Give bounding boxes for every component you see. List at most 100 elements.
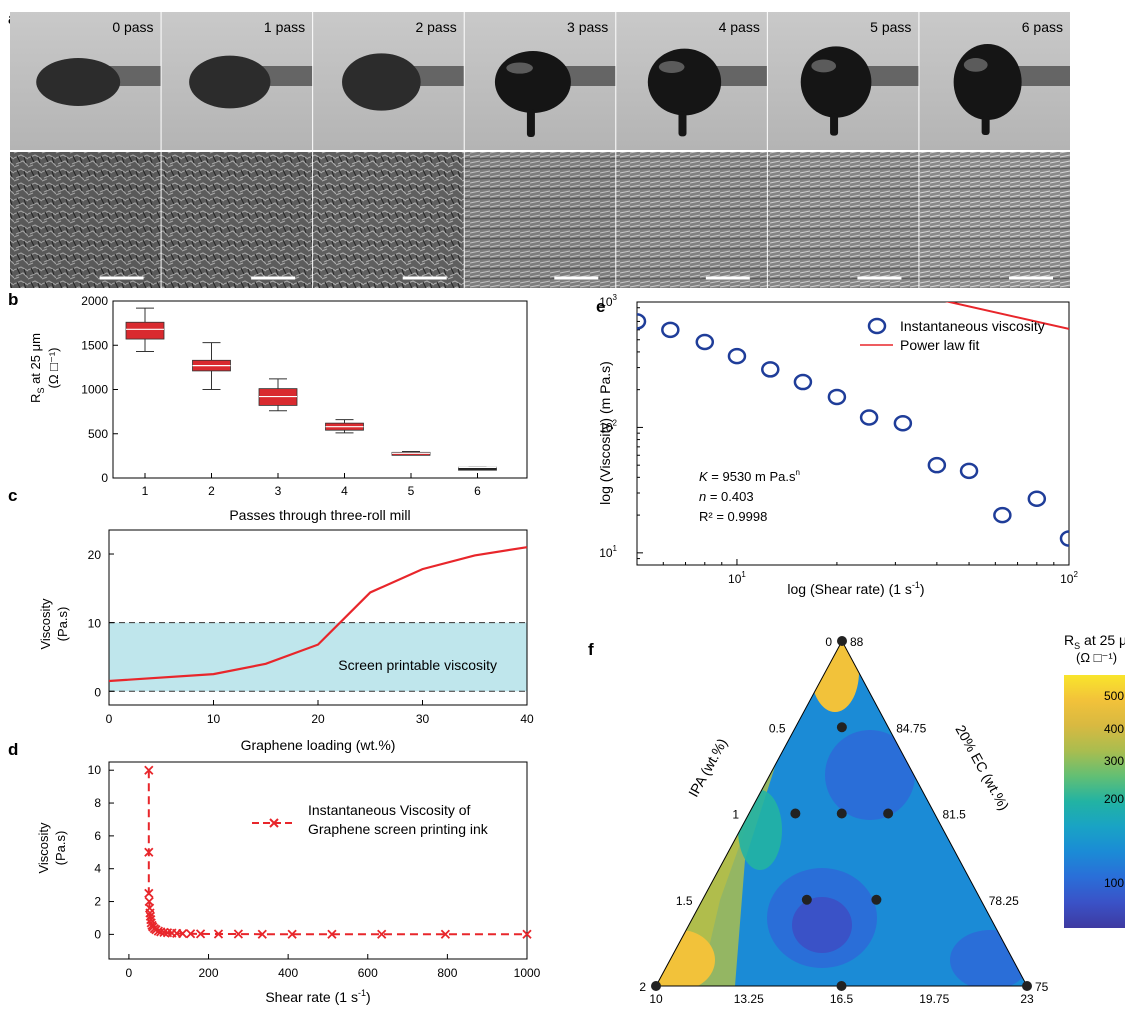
ink-drip [678,111,687,137]
y-axis-label: Viscosity [38,598,53,650]
bottom-tick-label: 23 [1020,992,1034,1006]
y-tick-exp: 3 [613,293,618,302]
x-tick-label: 800 [437,966,457,980]
right-tick-label: 88 [850,635,864,649]
legend-label-1: Instantaneous viscosity [900,318,1045,334]
contour-low-1 [825,730,915,820]
chart-b: 0 500 1000 1500 2000 1 2 3 4 5 6 RS at 25 μm (Ω □⁻¹)… [28,294,528,523]
y-tick-label: 10 [88,763,102,777]
sample-point [790,808,801,819]
ink-blob [494,51,571,113]
x-tick-label: 20 [311,712,325,726]
data-point [959,462,979,480]
data-point [727,347,747,365]
y-tick-label: 0 [101,471,108,485]
pass-label: 6 pass [1022,19,1063,35]
ink-drip [830,113,839,136]
x-tick-label: 10 [207,712,221,726]
sem-strip [10,152,1070,288]
data-point [185,929,196,939]
x-axis-label: Shear rate (1 s-1) [265,988,370,1005]
colorbar-tick-label: 200 [1104,792,1124,806]
contour-right [950,930,1027,986]
cb-title-sub: S [1074,641,1080,651]
y-tick-label: 101 [599,544,617,560]
data-point [144,765,154,775]
x-label-sup: -1 [912,580,920,590]
y-tick-exp: 1 [613,544,618,553]
left-tick-label: 0.5 [769,721,786,735]
pass-label: 0 pass [112,19,153,35]
ink-blob [953,44,1022,120]
right-axis-label: 20% EC (wt.%) [952,722,1012,813]
panel-letter-c: c [8,486,17,505]
x-tick-label: 40 [520,712,534,726]
left-axis-label: IPA (wt.%) [685,736,730,800]
ink-highlight [963,58,988,72]
right-tick-label: 81.5 [943,808,967,822]
data-point [257,929,267,939]
chart-f: 10 13.25 16.5 19.75 23 0 0.5 1 1.5 2 88 84.75 81.5 78… [639,632,1125,1006]
x-label-sup: -1 [358,988,366,998]
sem-image [313,152,464,288]
printable-band [109,622,527,692]
annot-n-eq: = 0.403 [706,489,753,504]
pass-label: 5 pass [870,19,911,35]
x-label-main: log (Shear rate) (1 s [787,581,912,597]
panel-letter-d: d [8,740,18,759]
cb-title-r: R [1064,632,1074,648]
sample-point [871,894,882,905]
x-tick-label: 6 [474,484,481,498]
annot-r2: R² = 0.9998 [699,509,767,524]
data-point [1059,530,1069,547]
bottom-tick-label: 19.75 [919,992,949,1006]
x-tick-label: 1 [142,484,149,498]
colorbar-title-2: (Ω □⁻¹) [1076,650,1117,665]
y-tick-label: 10 [88,617,102,631]
y-tick-base: 10 [599,420,613,434]
y-tick-exp: 2 [613,418,618,427]
data-point [1027,490,1047,507]
right-tick-label: 75 [1035,980,1049,994]
x-tick-label: 102 [1060,570,1078,586]
ink-highlight [658,61,685,73]
sem-shade [161,152,313,288]
y-tick-label: 1500 [81,338,108,352]
data-point [827,388,847,406]
box [391,451,431,456]
x-axis-label: log (Shear rate) (1 s-1) [787,580,924,597]
axes-frame [636,301,1070,566]
data-point [859,409,879,426]
legend-label-2: Graphene screen printing ink [308,821,489,837]
pass-label: 3 pass [567,19,608,35]
y-tick-base: 10 [599,546,613,560]
data-point [993,506,1012,524]
data-point [793,373,813,391]
viscosity-line [108,546,528,683]
y-label-rest: at 25 μm [28,333,43,387]
colorbar-tick-label: 300 [1104,754,1124,768]
y-tick-label: 2 [94,895,101,909]
ink-blob [800,46,872,118]
y-tick-base: 10 [599,295,613,309]
pass-label: 4 pass [719,19,760,35]
x-axis-label: Passes through three-roll mill [229,507,410,523]
sample-point [836,981,847,991]
photo-strip: 0 pass 1 pass 2 pass 3 pass 4 pass 5 pass 6 pa… [10,12,1070,150]
y-axis-label: log (Viscosity) (m Pa.s) [597,361,613,505]
sample-point [883,808,894,819]
x-tick-base: 10 [1060,572,1074,586]
left-tick-label: 0 [825,635,832,649]
colorbar-tick-label: 100 [1104,876,1124,890]
sample-point [801,894,812,905]
viscosity-line [147,770,527,936]
power-law-fit [944,302,1069,330]
left-tick-label: 1.5 [676,894,693,908]
y-axis-label-2: (Pa.s) [55,607,70,642]
ink-drip [526,109,535,137]
data-point [893,414,913,432]
panel-letter-e: e [596,297,605,316]
y-tick-label: 103 [599,293,617,309]
sem-shade [768,152,919,288]
x-tick-label: 4 [341,484,348,498]
